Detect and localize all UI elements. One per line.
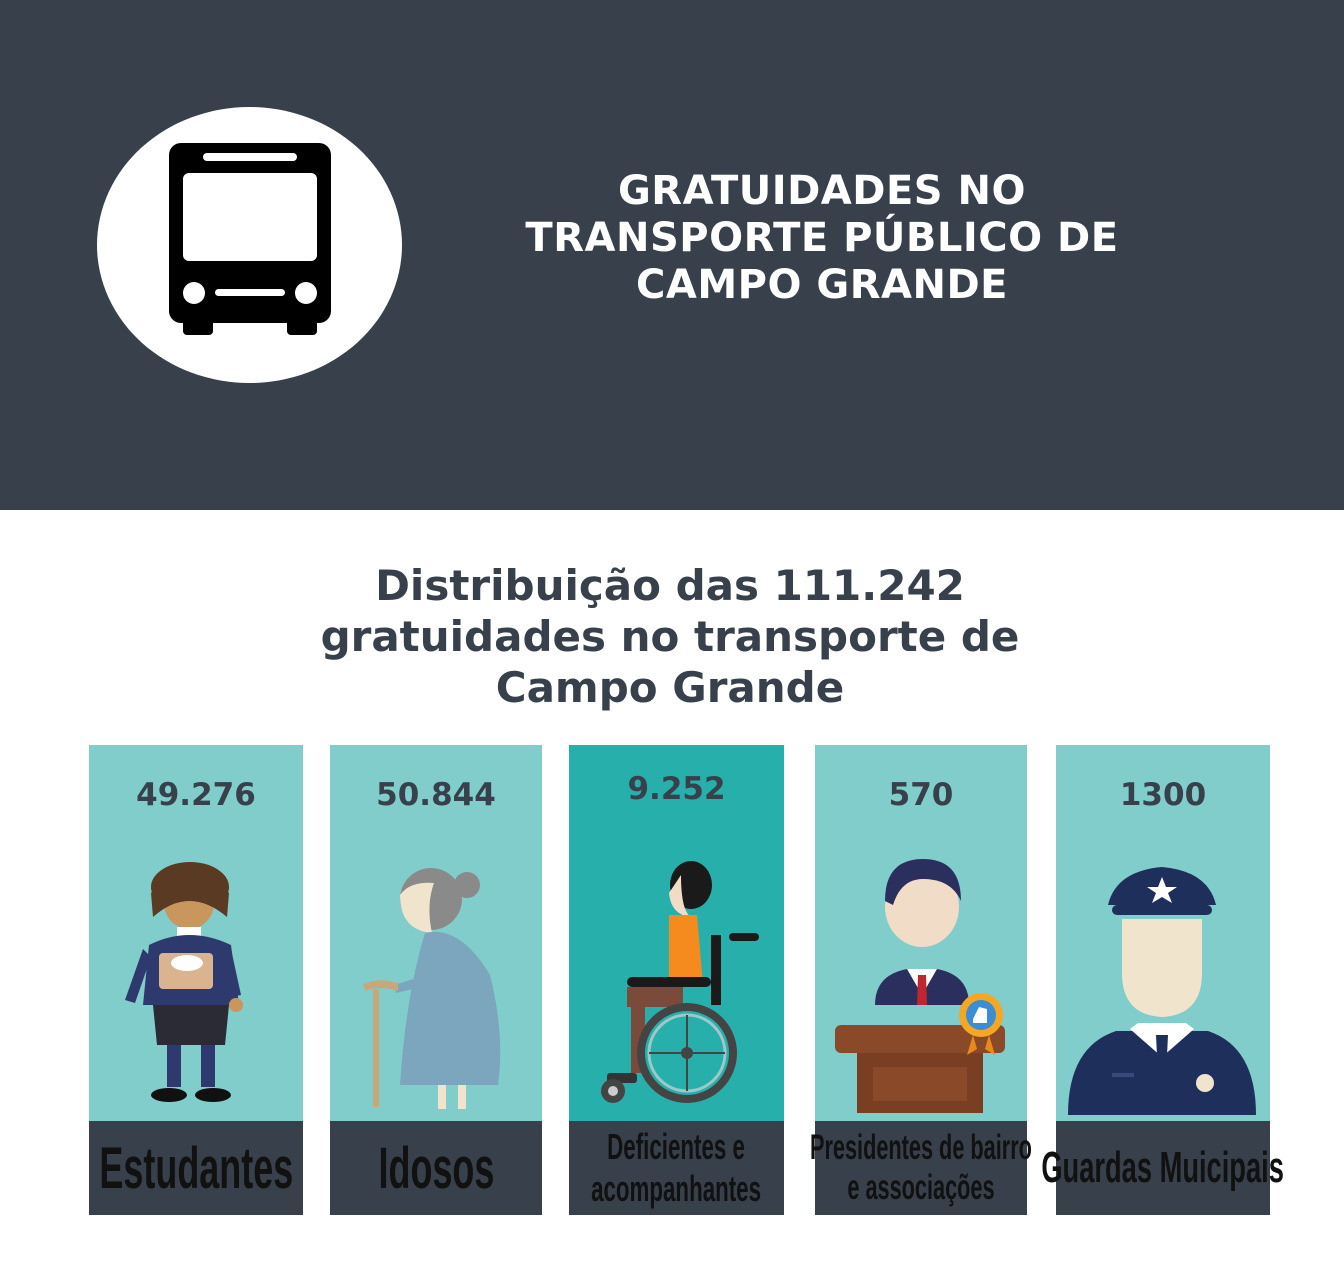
- category-label: Idosos: [378, 1135, 494, 1201]
- category-value: 50.844: [376, 777, 496, 813]
- category-label-line: e associações: [847, 1168, 995, 1207]
- main-title: GRATUIDADES NO TRANSPORTE PÚBLICO DE CAM…: [470, 168, 1174, 309]
- category-label-box: Idosos: [330, 1121, 542, 1215]
- header-banner: GRATUIDADES NO TRANSPORTE PÚBLICO DE CAM…: [0, 0, 1344, 510]
- category-label: Deficientes e acompanhantes: [592, 1126, 762, 1210]
- category-value: 9.252: [627, 771, 726, 807]
- subtitle-line: gratuidades no transporte de: [320, 612, 1020, 661]
- category-label: Estudantes: [99, 1135, 293, 1201]
- category-card-elderly: 50.844 Idosos: [330, 745, 542, 1215]
- category-label-line: Deficientes e: [607, 1126, 746, 1167]
- category-value: 49.276: [136, 777, 256, 813]
- category-label-box: Deficientes e acompanhantes: [569, 1121, 784, 1215]
- category-label-box: Guardas Muicipais: [1042, 1121, 1284, 1215]
- bus-icon: [97, 107, 402, 383]
- category-label-box: Presidentes de bairro e associações: [810, 1121, 1032, 1215]
- subtitle-line: Distribuição das 111.242: [375, 561, 965, 610]
- elderly-woman-icon: [363, 868, 501, 1109]
- title-line: TRANSPORTE PÚBLICO DE: [525, 215, 1119, 261]
- category-card-students: 49.276 Estudantes: [89, 745, 303, 1215]
- category-label-line: Presidentes de bairro: [810, 1128, 1032, 1167]
- category-value: 1300: [1119, 777, 1207, 813]
- category-label: Guardas Muicipais: [1041, 1143, 1285, 1192]
- category-label-line: acompanhantes: [591, 1168, 762, 1209]
- subtitle-line: Campo Grande: [495, 663, 845, 712]
- category-label-box: Estudantes: [89, 1121, 303, 1215]
- neighborhood-president-icon: [835, 859, 1005, 1113]
- police-guard-icon: [1068, 867, 1256, 1115]
- wheelchair-user-icon: [601, 861, 759, 1103]
- title-line: CAMPO GRANDE: [636, 262, 1008, 308]
- title-line: GRATUIDADES NO: [617, 168, 1027, 214]
- category-card-presidents: 570 Presidentes de bairro e associações: [810, 745, 1032, 1215]
- subtitle: Distribuição das 111.242 gratuidades no …: [170, 560, 1170, 713]
- category-card-guards: 1300 Guardas Muicipais: [1042, 745, 1284, 1215]
- student-icon: [125, 862, 243, 1102]
- category-label: Presidentes de bairro e associações: [810, 1128, 1032, 1208]
- category-value: 570: [888, 777, 954, 813]
- category-card-disabled: 9.252 Deficientes e acompanhantes: [569, 745, 784, 1215]
